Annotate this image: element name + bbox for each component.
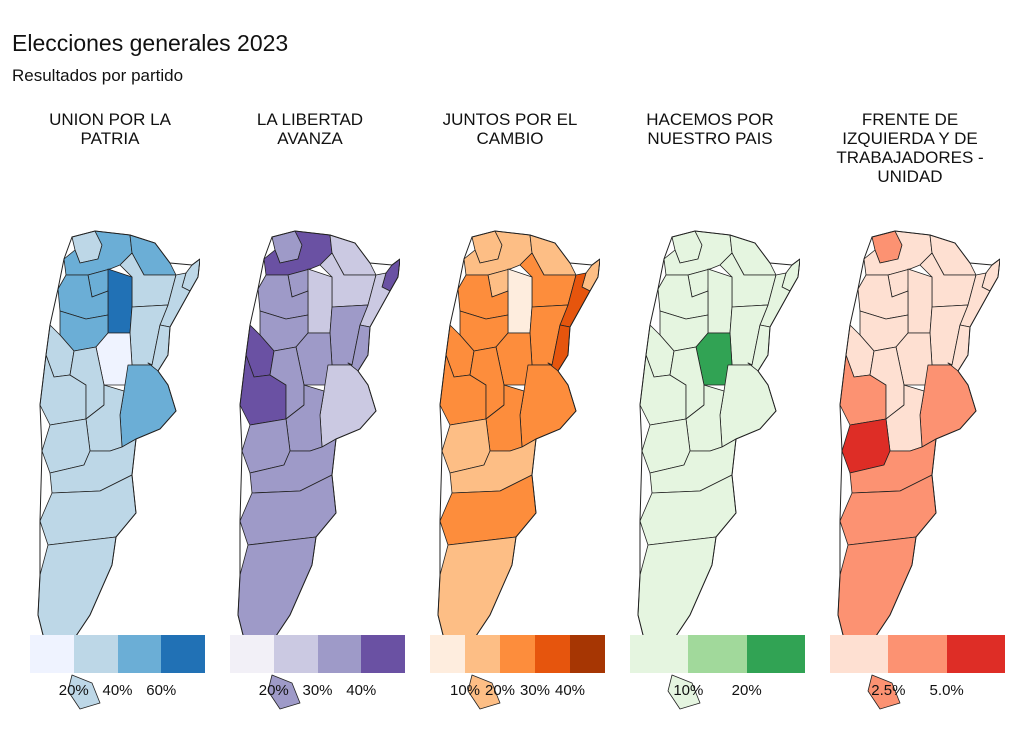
party-panel: LA LIBERTAD AVANZA 20% 30% 40% [210, 110, 410, 720]
panel-title-line: UNIDAD [877, 167, 943, 186]
legend-tick-label: 20% [258, 682, 289, 699]
legend-swatch [317, 635, 362, 673]
province-sgo-estero [707, 268, 733, 334]
legend-tick-label: 30% [302, 682, 333, 699]
map-title: Elecciones generales 2023 [12, 30, 289, 56]
legend-tick-label: 20% [58, 682, 89, 699]
legend-swatch [535, 635, 570, 673]
province-sgo-estero [907, 268, 933, 334]
legend-tick-label: 10% [673, 682, 704, 699]
legend-tick-label: 30% [519, 682, 551, 699]
panel-title: JUNTOS POR EL CAMBIO [410, 110, 610, 148]
province-sgo-estero [107, 268, 133, 334]
province-tierra-del-fuego [67, 674, 101, 710]
choropleth-map [437, 230, 600, 710]
map-subtitle: Resultados por partido [12, 66, 184, 85]
legend-tick-label: 2.5% [871, 682, 906, 699]
panel-title-line: CAMBIO [476, 129, 544, 148]
color-legend [830, 635, 1005, 673]
panel-title-line: JUNTOS POR EL [442, 110, 578, 129]
panel-title-line: TRABAJADORES - [836, 148, 984, 167]
province-tierra-del-fuego [867, 674, 901, 710]
country-outline [837, 230, 1000, 656]
country-outline [437, 230, 600, 656]
legend-swatch [117, 635, 162, 673]
legend-tick-label: 5.0% [929, 682, 964, 699]
legend-tick-label: 20% [731, 682, 762, 699]
province-sgo-estero [507, 268, 533, 334]
legend-swatch [73, 635, 118, 673]
party-panel: JUNTOS POR EL CAMBIO 10% 20% 30% 40% [410, 110, 610, 720]
choropleth-map [837, 230, 1000, 710]
choropleth-map [637, 230, 800, 710]
legend-swatch [273, 635, 318, 673]
legend-swatch [500, 635, 535, 673]
legend-swatch [30, 635, 74, 673]
party-panel: HACEMOS POR NUESTRO PAIS 10% 20% [610, 110, 810, 720]
legend-tick-label: 40% [102, 682, 133, 699]
legend-ticks: 20% 40% 60% [30, 682, 205, 702]
legend-tick-label: 10% [449, 682, 481, 699]
province-sgo-estero [307, 268, 333, 334]
legend-tick-label: 40% [554, 682, 586, 699]
color-legend [230, 635, 405, 673]
panel-title: UNION POR LA PATRIA [10, 110, 210, 148]
legend-swatch [465, 635, 500, 673]
legend-tick-label: 20% [484, 682, 516, 699]
legend-swatch [230, 635, 274, 673]
legend-swatch [361, 635, 405, 673]
legend-swatch [630, 635, 689, 673]
legend-ticks: 10% 20% 30% 40% [430, 682, 605, 702]
panel-title-line: IZQUIERDA Y DE [842, 129, 978, 148]
province-tierra-del-fuego [667, 674, 701, 710]
legend-swatch [161, 635, 205, 673]
legend-ticks: 10% 20% [630, 682, 805, 702]
legend-tick-label: 60% [146, 682, 177, 699]
panel-title-line: UNION POR LA [49, 110, 171, 129]
legend-tick-label: 40% [346, 682, 377, 699]
panel-title-line: LA LIBERTAD [256, 110, 364, 129]
panel-title: LA LIBERTAD AVANZA [210, 110, 410, 148]
legend-swatch [688, 635, 747, 673]
legend-swatch [946, 635, 1005, 673]
legend-swatch [888, 635, 947, 673]
panel-title: FRENTE DE IZQUIERDA Y DE TRABAJADORES - UNI… [810, 110, 1010, 186]
legend-ticks: 2.5% 5.0% [830, 682, 1005, 702]
color-legend [430, 635, 605, 673]
party-panel: UNION POR LA PATRIA 20% 40% 60% [10, 110, 210, 720]
panel-title: HACEMOS POR NUESTRO PAIS [610, 110, 810, 148]
province-tierra-del-fuego [467, 674, 501, 710]
color-legend [30, 635, 205, 673]
province-tierra-del-fuego [267, 674, 301, 710]
panel-title-line: FRENTE DE [861, 110, 959, 129]
panel-title-line: NUESTRO PAIS [647, 129, 773, 148]
panel-title-line: PATRIA [80, 129, 140, 148]
country-outline [637, 230, 800, 656]
legend-swatch [830, 635, 889, 673]
legend-swatch [430, 635, 465, 673]
legend-ticks: 20% 30% 40% [230, 682, 405, 702]
party-panel: FRENTE DE IZQUIERDA Y DE TRABAJADORES - UNI… [810, 110, 1010, 720]
country-outline [37, 230, 200, 656]
panel-title-line: AVANZA [277, 129, 343, 148]
country-outline [237, 230, 400, 656]
color-legend [630, 635, 805, 673]
panel-title-line: HACEMOS POR [646, 110, 774, 129]
choropleth-map [37, 230, 200, 710]
legend-swatch [746, 635, 805, 673]
legend-swatch [570, 635, 605, 673]
